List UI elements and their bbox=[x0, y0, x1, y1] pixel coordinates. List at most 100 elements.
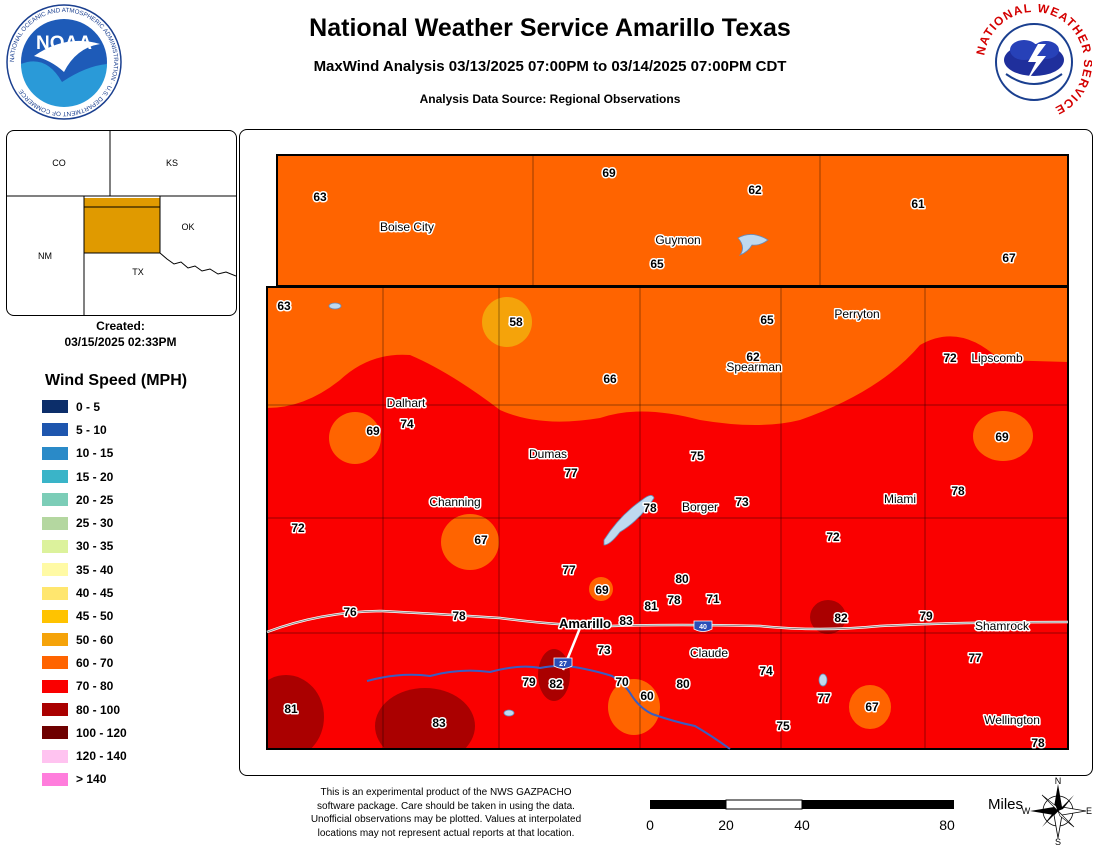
wind-observation: 67 bbox=[474, 533, 488, 547]
city-label: Boise City bbox=[380, 220, 434, 234]
wind-observation: 78 bbox=[667, 593, 681, 607]
wind-observation: 79 bbox=[919, 609, 933, 623]
wind-observation: 73 bbox=[735, 495, 749, 509]
wind-observation: 65 bbox=[760, 313, 774, 327]
interstate-label: 27 bbox=[559, 661, 567, 668]
legend-item: 20 - 25 bbox=[42, 488, 127, 511]
wind-observation: 78 bbox=[452, 609, 466, 623]
wind-observation: 77 bbox=[817, 691, 831, 705]
legend-item: 100 - 120 bbox=[42, 721, 127, 744]
legend-item: 80 - 100 bbox=[42, 698, 127, 721]
legend-item: 30 - 35 bbox=[42, 535, 127, 558]
legend-label: 80 - 100 bbox=[76, 702, 121, 717]
disclaimer: This is an experimental product of the N… bbox=[268, 786, 624, 840]
legend-label: 60 - 70 bbox=[76, 655, 114, 670]
wind-observation: 67 bbox=[1002, 251, 1016, 265]
legend-item: 5 - 10 bbox=[42, 418, 127, 441]
legend-item: 120 - 140 bbox=[42, 744, 127, 767]
wind-observation: 72 bbox=[826, 530, 840, 544]
disclaimer-line: locations may not represent actual repor… bbox=[317, 827, 575, 839]
legend-swatch bbox=[42, 726, 68, 740]
legend-swatch bbox=[42, 563, 68, 577]
wind-observation: 78 bbox=[951, 484, 965, 498]
legend-item: 45 - 50 bbox=[42, 605, 127, 628]
wind-observation: 69 bbox=[995, 430, 1009, 444]
legend-item: 0 - 5 bbox=[42, 395, 127, 418]
legend-label: > 140 bbox=[76, 772, 107, 787]
legend-swatch bbox=[42, 539, 68, 553]
wind-observation: 78 bbox=[643, 501, 657, 515]
scale-label: 80 bbox=[939, 817, 955, 833]
wind-observation: 74 bbox=[400, 417, 414, 431]
scale-label: 0 bbox=[646, 817, 654, 833]
disclaimer-line: Unofficial observations may be plotted. … bbox=[310, 814, 582, 825]
legend-label: 120 - 140 bbox=[76, 749, 127, 764]
wind-observation: 83 bbox=[432, 716, 446, 730]
city-label: Miami bbox=[884, 492, 916, 506]
scale-label: 40 bbox=[794, 817, 810, 833]
compass-rose-icon: N E S W bbox=[1022, 776, 1092, 846]
legend-item: 15 - 20 bbox=[42, 465, 127, 488]
legend-label: 100 - 120 bbox=[76, 725, 127, 740]
wind-observation: 81 bbox=[284, 702, 298, 716]
legend-label: 50 - 60 bbox=[76, 632, 114, 647]
legend-swatch bbox=[42, 772, 68, 786]
legend-swatch bbox=[42, 423, 68, 437]
legend-item: 50 - 60 bbox=[42, 628, 127, 651]
wind-observation: 71 bbox=[706, 592, 720, 606]
wind-observation: 77 bbox=[562, 563, 576, 577]
inset-map: CO KS NM OK TX bbox=[7, 131, 237, 315]
wind-observation: 80 bbox=[676, 677, 690, 691]
wind-observation: 77 bbox=[564, 466, 578, 480]
legend-item: 70 - 80 bbox=[42, 675, 127, 698]
wind-observation: 73 bbox=[597, 643, 611, 657]
wind-observation: 58 bbox=[509, 315, 523, 329]
contour-60-70-north bbox=[267, 287, 1068, 425]
legend-label: 10 - 15 bbox=[76, 446, 114, 461]
city-label: Channing bbox=[429, 495, 480, 509]
inset-state-label: CO bbox=[52, 158, 66, 168]
legend-label: 20 - 25 bbox=[76, 492, 114, 507]
legend-label: 30 - 35 bbox=[76, 539, 114, 554]
city-label: Perryton bbox=[834, 307, 879, 321]
wind-observation: 69 bbox=[366, 424, 380, 438]
wind-observation: 63 bbox=[277, 299, 291, 313]
scale-bar: 0 20 40 80 Miles bbox=[646, 796, 1023, 833]
legend-label: 15 - 20 bbox=[76, 469, 114, 484]
wind-observation: 81 bbox=[644, 599, 658, 613]
noaa-logo: NATIONAL OCEANIC AND ATMOSPHERIC ADMINIS… bbox=[6, 4, 122, 120]
compass-label: S bbox=[1055, 837, 1061, 846]
wind-observation: 80 bbox=[675, 572, 689, 586]
inset-state-label: NM bbox=[38, 251, 52, 261]
legend-label: 35 - 40 bbox=[76, 562, 114, 577]
wind-observation: 62 bbox=[746, 350, 760, 364]
legend-item: 25 - 30 bbox=[42, 511, 127, 534]
city-label: Shamrock bbox=[975, 619, 1030, 633]
river bbox=[366, 665, 731, 750]
data-source-label: Analysis Data Source: Regional Observati… bbox=[419, 92, 681, 106]
compass-label: W bbox=[1022, 806, 1031, 816]
legend-label: 5 - 10 bbox=[76, 422, 107, 437]
wind-observation: 61 bbox=[911, 197, 925, 211]
compass-label: E bbox=[1086, 806, 1092, 816]
legend-label: 40 - 45 bbox=[76, 586, 114, 601]
legend-swatch bbox=[42, 400, 68, 414]
wind-observation: 76 bbox=[343, 605, 357, 619]
legend-label: 0 - 5 bbox=[76, 399, 101, 414]
legend-title: Wind Speed (MPH) bbox=[45, 372, 188, 389]
wind-observation: 78 bbox=[1031, 736, 1045, 750]
legend-swatch bbox=[42, 516, 68, 530]
wind-observation: 62 bbox=[748, 183, 762, 197]
city-label: Amarillo bbox=[559, 616, 611, 631]
wind-observation: 75 bbox=[776, 719, 790, 733]
ok-panhandle-shading bbox=[277, 155, 1068, 286]
city-label: Dalhart bbox=[387, 396, 426, 410]
wind-observation: 63 bbox=[313, 190, 327, 204]
legend-swatch bbox=[42, 633, 68, 647]
legend-item: 40 - 45 bbox=[42, 581, 127, 604]
legend-swatch bbox=[42, 493, 68, 507]
legend-swatch bbox=[42, 656, 68, 670]
inset-state-label: OK bbox=[181, 222, 194, 232]
scale-label: 20 bbox=[718, 817, 734, 833]
